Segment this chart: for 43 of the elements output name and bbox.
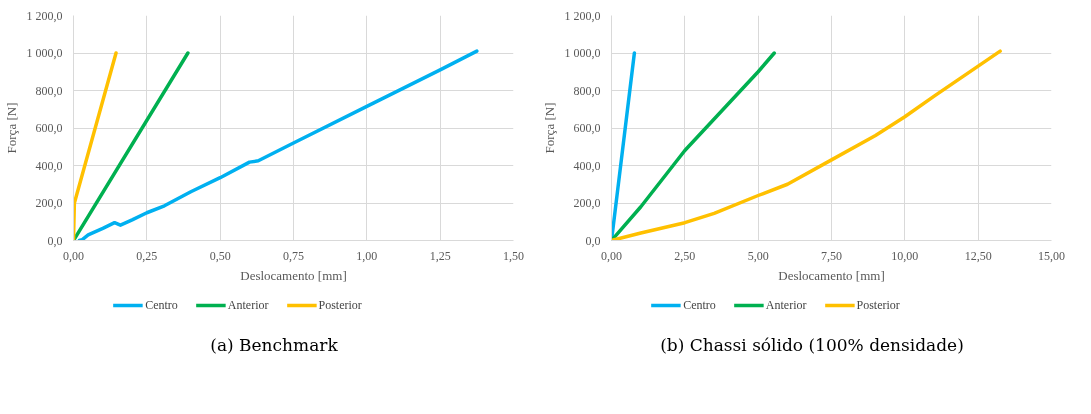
- x-axis-title: Deslocamento [mm]: [240, 267, 347, 283]
- x-tick-label: 15,00: [1038, 248, 1065, 263]
- line-series: [611, 51, 777, 241]
- x-tick-label: 10,00: [891, 248, 919, 263]
- x-tick-label: 0,00: [601, 248, 622, 263]
- y-tick-label: 1 000,0: [564, 46, 601, 60]
- legend-label: Anterior: [227, 297, 269, 313]
- y-tick-label: 1 200,0: [564, 8, 601, 23]
- text: (a) Benchmark: [210, 334, 338, 357]
- line-series: [611, 49, 1002, 241]
- y-tick-label: 200,0: [35, 196, 63, 210]
- x-tick-label: 0,00: [63, 248, 84, 263]
- x-tick-label: 2,50: [674, 248, 696, 263]
- y-tick-label: 600,0: [35, 121, 63, 135]
- legend-label: Posterior: [856, 297, 900, 313]
- legend-label: Posterior: [318, 297, 362, 313]
- x-tick-label: 1,00: [356, 248, 378, 263]
- legend-label: Centro: [683, 297, 716, 313]
- x-tick-label: 0,25: [136, 248, 158, 263]
- y-tick-label: 0,0: [47, 233, 63, 248]
- x-tick-label: 0,50: [209, 248, 231, 263]
- legend-label: Anterior: [765, 297, 807, 313]
- x-tick-label: 7,50: [821, 248, 842, 263]
- y-tick-label: 400,0: [35, 158, 63, 173]
- y-axis-title: Força [N]: [3, 102, 19, 154]
- y-tick-label: 600,0: [573, 121, 601, 135]
- y-tick-label: 0,0: [585, 233, 601, 248]
- x-tick-label: 5,00: [747, 248, 769, 263]
- y-tick-label: 1 000,0: [26, 46, 63, 60]
- y-tick-label: 200,0: [573, 196, 601, 210]
- y-tick-label: 1 200,0: [26, 8, 63, 23]
- y-tick-label: 400,0: [573, 158, 601, 173]
- y-tick-label: 800,0: [35, 83, 63, 98]
- y-tick-label: 800,0: [573, 83, 601, 98]
- x-tick-label: 1,25: [429, 248, 451, 263]
- x-tick-label: 1,50: [503, 248, 524, 263]
- x-tick-label: 0,75: [283, 248, 304, 263]
- x-tick-label: 12,50: [964, 248, 992, 263]
- line-series: [77, 49, 479, 241]
- text: (b) Chassi sólido (100% densidade): [660, 334, 964, 357]
- legend-label: Centro: [145, 297, 178, 313]
- x-axis-title: Deslocamento [mm]: [778, 267, 885, 283]
- y-axis-title: Força [N]: [541, 102, 557, 154]
